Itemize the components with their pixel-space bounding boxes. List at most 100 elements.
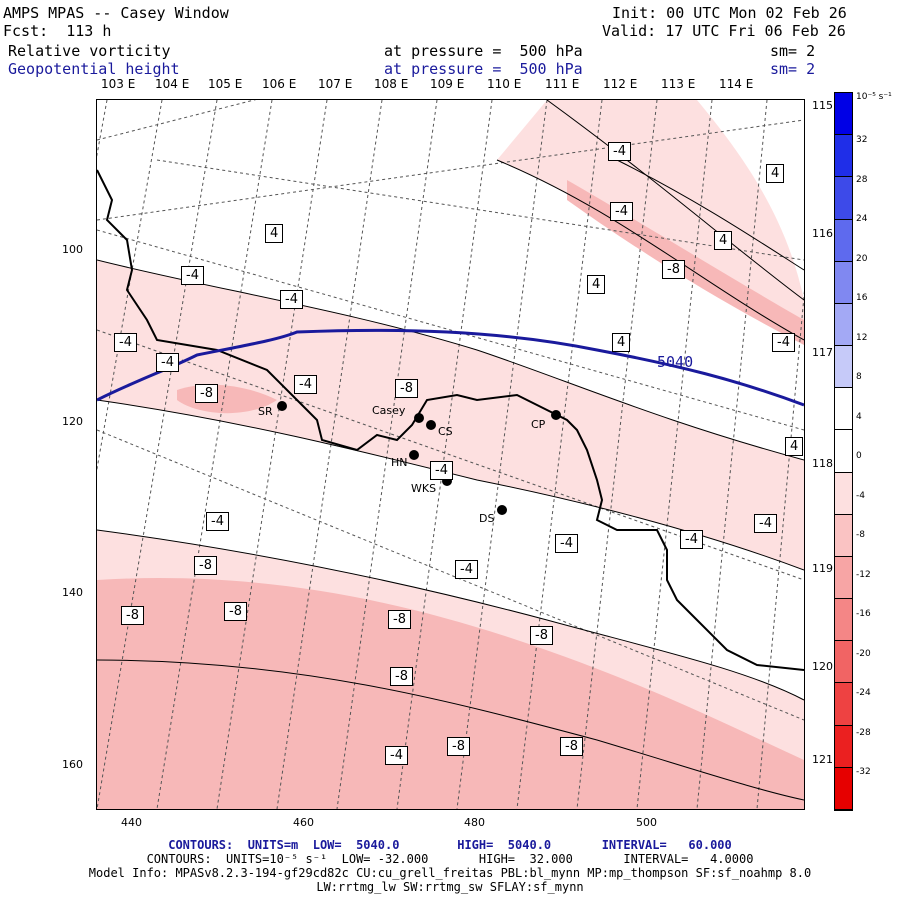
x-tick-label: 480 [464,816,485,829]
vort-contour-label: -4 [608,142,631,161]
vort-contour-label: -4 [280,290,303,309]
colorbar-tick-label: -32 [856,767,871,777]
y-tick-label: 120 [62,415,83,428]
vort-contour-label: -4 [680,530,703,549]
colorbar-tick-label: 8 [856,372,862,382]
station-label: DS [479,512,495,525]
field1-name: Relative vorticity [8,42,171,60]
station-label: CP [531,418,546,431]
colorbar-segment [835,219,852,262]
plot-title: AMPS MPAS -- Casey Window [3,4,229,22]
lon-label: 107 E [318,77,353,91]
vort-contour-label: -8 [560,737,583,756]
vort-contour-label: -4 [181,266,204,285]
stations [277,401,561,515]
lon-label: 104 E [155,77,190,91]
colorbar-tick-label: 4 [856,411,862,422]
y-tick-label: 160 [62,758,83,771]
vort-contours [97,100,804,801]
footer-height-contours: CONTOURS: UNITS=m LOW= 5040.0 HIGH= 5040… [168,838,732,852]
vort-contour-label: 4 [587,275,606,294]
colorbar-tick-label: 20 [856,253,868,264]
station-label: SR [258,405,273,418]
height-contour-label: 5040 [657,353,694,371]
map-panel [96,99,805,810]
colorbar-tick-label: -24 [856,688,871,698]
lon-label: 103 E [101,77,136,91]
field2-level: at pressure = 500 hPa [384,60,583,78]
vort-contour-label: 4 [612,333,631,352]
colorbar [834,92,853,811]
vort-contour-label: -4 [555,534,578,553]
vort-contour-label: -8 [121,606,144,625]
colorbar-segment [835,472,852,515]
vort-contour-label: -4 [754,514,777,533]
station-label: HN [391,456,408,469]
station-label: CS [438,425,453,438]
footer-model-info: Model Info: MPASv8.2.3-194-gf29cd82c CU:… [88,866,812,880]
vort-contour-label: -8 [194,556,217,575]
vort-contour-label: 4 [265,224,284,243]
vort-contour-label: -8 [195,384,218,403]
colorbar-segment [835,556,852,600]
colorbar-segment [835,767,852,810]
vort-contour-label: -8 [388,610,411,629]
station-ds-dot [497,505,507,515]
y-tick-label: 100 [62,243,83,256]
station-label: Casey [372,404,406,417]
vort-contour-label: 4 [766,164,785,183]
colorbar-tick-label: -4 [856,490,865,501]
station-casey-dot [414,413,424,423]
colorbar-segment [835,683,852,726]
vort-contour-label: -4 [206,512,229,531]
init-time: Init: 00 UTC Mon 02 Feb 26 [612,4,847,22]
colorbar-segment [835,261,852,304]
vort-contour-label: -4 [114,333,137,352]
x-tick-label: 440 [121,816,142,829]
colorbar-segment [835,725,852,768]
vort-contour-label: -8 [390,667,413,686]
footer-physics: LW:rrtmg_lw SW:rrtmg_sw SFLAY:sf_mynn [316,880,584,894]
field2-sm: sm= 2 [770,60,816,78]
vort-contour-label: -4 [772,333,795,352]
station-sr-dot [277,401,287,411]
colorbar-segment [835,430,852,473]
colorbar-segment [835,388,852,431]
vort-contour-label: -8 [224,602,247,621]
station-label: WKS [411,482,437,495]
lon-label: 110 E [487,77,522,91]
vort-contour-label: -4 [430,461,453,480]
lon-label: 112 E [603,77,638,91]
colorbar-segment [835,641,852,684]
footer-vort-contours: CONTOURS: UNITS=10⁻⁵ s⁻¹ LOW= -32.000 HI… [146,852,754,866]
vort-contour-label: -4 [294,375,317,394]
colorbar-tick-label: -8 [856,530,865,540]
lon-label: 111 E [545,77,580,91]
colorbar-segment [835,303,852,347]
vort-contour-label: -8 [447,737,470,756]
vort-contour-label: -4 [385,746,408,765]
x-tick-label: 500 [636,816,657,829]
lon-label: 113 E [661,77,696,91]
colorbar-tick-label: 12 [856,332,868,343]
map-svg [97,100,804,809]
vort-contour-label: 4 [785,437,804,456]
colorbar-tick-label: 24 [856,214,868,224]
colorbar-tick-label: 28 [856,174,868,185]
vort-contour-label: -4 [156,353,179,372]
coastline [97,169,804,671]
colorbar-tick-label: -28 [856,727,871,738]
colorbar-segment [835,599,852,642]
vort-contour-label: -4 [610,202,633,221]
lon-label: 106 E [262,77,297,91]
x-tick-label: 460 [293,816,314,829]
height-contour-5040 [97,328,804,407]
colorbar-tick-label: 0 [856,451,862,461]
colorbar-segment [835,93,852,136]
colorbar-tick-label: 16 [856,293,868,303]
lon-label: 109 E [430,77,465,91]
field1-sm: sm= 2 [770,42,816,60]
valid-time: Valid: 17 UTC Fri 06 Feb 26 [602,22,846,40]
forecast-hour: Fcst: 113 h [3,22,112,40]
field1-level: at pressure = 500 hPa [384,42,583,60]
